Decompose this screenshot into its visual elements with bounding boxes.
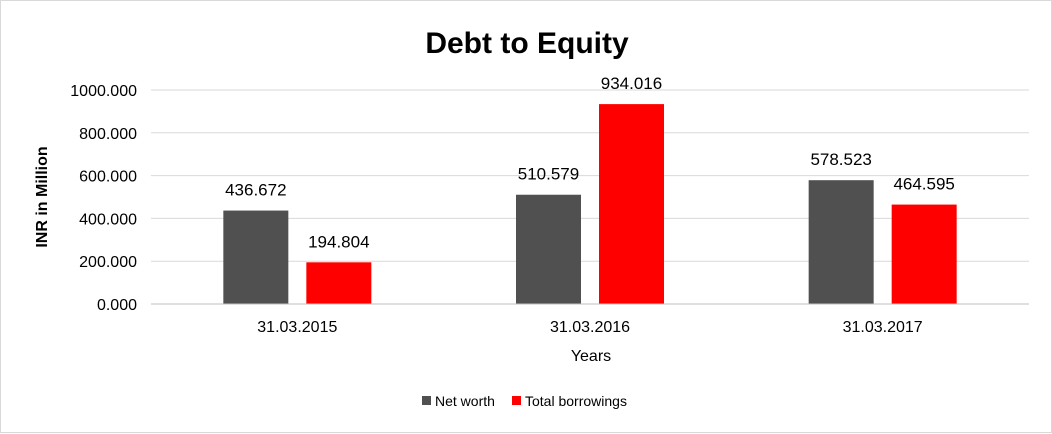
y-tick-label: 0.000 (97, 297, 137, 314)
bar (891, 204, 957, 304)
y-tick-label: 200.000 (79, 254, 137, 271)
data-label: 934.016 (601, 74, 662, 93)
y-tick-label: 800.000 (79, 126, 137, 143)
bar (808, 180, 874, 304)
x-axis-ticks: 31.03.2015 31.03.2016 31.03.2017 (257, 319, 923, 336)
legend-label: Total borrowings (525, 393, 627, 409)
legend-swatch (512, 396, 521, 405)
legend-swatch (422, 396, 431, 405)
data-label: 510.579 (518, 165, 579, 184)
x-tick-label: 31.03.2015 (257, 319, 337, 336)
data-label: 578.523 (810, 150, 871, 169)
data-label: 194.804 (308, 232, 369, 251)
data-label: 464.595 (893, 175, 954, 194)
bar (223, 210, 289, 304)
legend: Net worth Total borrowings (422, 393, 627, 409)
bar (306, 262, 372, 304)
chart-title: Debt to Equity (425, 27, 629, 60)
bar (516, 194, 581, 304)
x-axis-title: Years (571, 348, 611, 365)
y-axis-ticks: 0.000 200.000 400.000 600.000 800.000 1000.00… (70, 83, 137, 314)
data-labels: 436.672 194.804 510.579 934.016 578.523 464.5… (225, 74, 955, 251)
legend-label: Net worth (435, 393, 495, 409)
y-axis-title: INR in Million (34, 146, 51, 247)
y-tick-label: 600.000 (79, 169, 137, 186)
data-label: 436.672 (225, 181, 286, 200)
gridlines (151, 89, 1029, 262)
y-tick-label: 400.000 (79, 211, 137, 228)
x-tick-label: 31.03.2016 (550, 319, 630, 336)
x-tick-label: 31.03.2017 (843, 319, 923, 336)
y-tick-label: 1000.000 (70, 83, 137, 100)
bar (599, 104, 664, 304)
bars (223, 104, 957, 304)
